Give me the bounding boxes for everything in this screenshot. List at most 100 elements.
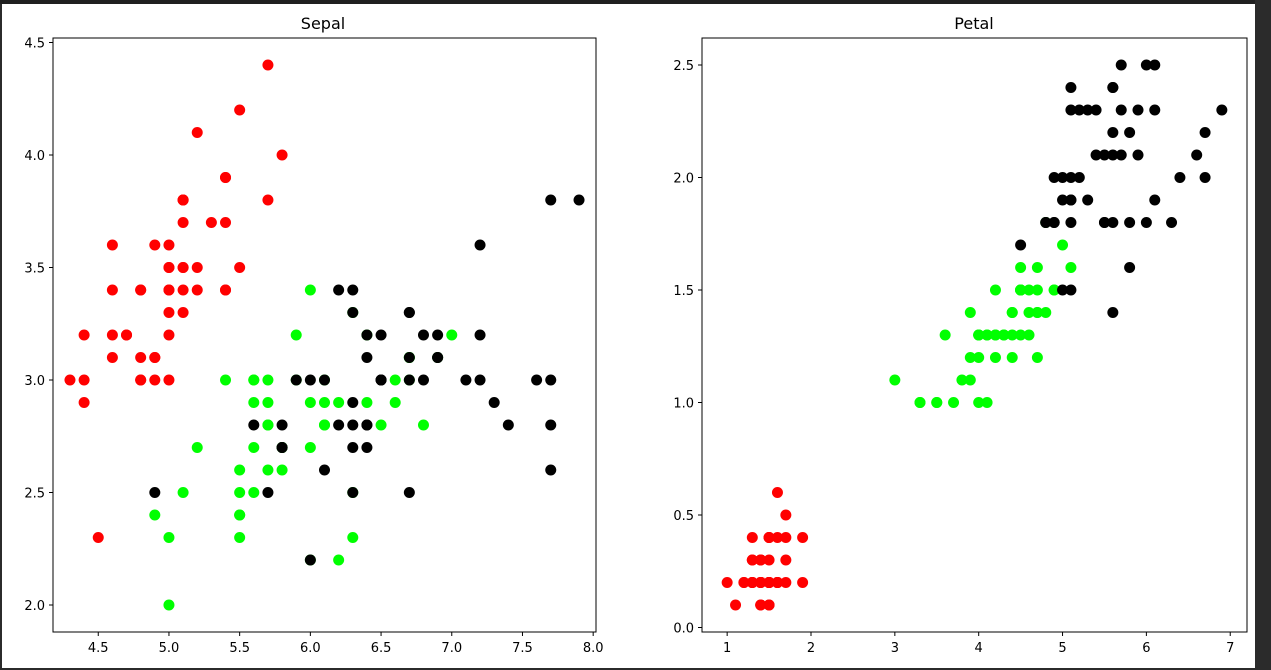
petal-data-point: [1065, 217, 1077, 228]
sepal-data-point: [304, 397, 316, 408]
petal-data-point: [1031, 307, 1043, 318]
sepal-y-tick-label: 3.0: [24, 374, 45, 389]
sepal-data-point: [177, 284, 189, 296]
petal-data-point: [1065, 104, 1077, 116]
petal-y-tick-label: 1.5: [673, 284, 694, 299]
sepal-data-point: [276, 464, 288, 476]
sepal-data-point: [304, 374, 316, 386]
sepal-data-point: [389, 374, 401, 386]
petal-data-point: [1082, 104, 1094, 116]
sepal-data-point: [121, 329, 133, 341]
sepal-data-point: [64, 374, 76, 386]
petal-data-point: [1006, 307, 1018, 318]
petal-data-point: [730, 599, 742, 611]
sepal-data-point: [234, 262, 246, 273]
petal-data-point: [1006, 352, 1018, 363]
sepal-data-point: [347, 532, 359, 543]
sepal-data-point: [248, 374, 260, 386]
petal-data-point: [780, 577, 792, 588]
petal-data-point: [1031, 262, 1043, 273]
sepal-data-point: [163, 599, 175, 611]
sepal-data-point: [177, 217, 189, 228]
sepal-data-point: [262, 194, 274, 206]
petal-data-point: [956, 374, 968, 386]
sepal-data-point: [319, 374, 330, 386]
petal-data-point: [797, 577, 809, 588]
petal-data-point: [1191, 149, 1203, 161]
sepal-data-point: [262, 397, 274, 408]
petal-data-point: [989, 284, 1001, 296]
sepal-data-point: [149, 239, 161, 251]
sepal-data-point: [304, 284, 316, 296]
sepal-x-tick-label: 8.0: [583, 641, 604, 656]
sepal-data-point: [347, 442, 359, 453]
petal-data-point: [755, 554, 767, 566]
petal-data-point: [964, 307, 976, 318]
sepal-data-point: [163, 239, 175, 251]
sepal-data-point: [333, 284, 345, 296]
petal-data-point: [1065, 284, 1077, 296]
sepal-data-point: [347, 397, 359, 408]
sepal-data-point: [361, 329, 373, 341]
sepal-data-point: [135, 374, 147, 386]
petal-data-point: [1107, 307, 1119, 318]
sepal-data-point: [163, 307, 175, 318]
sepal-data-point: [319, 464, 330, 476]
petal-data-point: [1199, 127, 1211, 138]
petal-data-point: [939, 329, 951, 341]
sepal-data-point: [488, 397, 500, 408]
petal-x-tick-label: 6: [1142, 641, 1150, 656]
petal-data-point: [964, 352, 976, 363]
petal-y-tick-label: 1.0: [673, 397, 694, 412]
sepal-data-point: [106, 239, 118, 251]
petal-data-point: [780, 554, 792, 566]
petal-data-point: [1124, 262, 1136, 273]
petal-data-point: [771, 532, 783, 543]
sepal-data-point: [234, 509, 246, 521]
sepal-data-point: [403, 307, 415, 318]
petal-data-point: [1149, 194, 1161, 206]
petal-data-point: [755, 599, 767, 611]
petal-data-point: [763, 532, 775, 543]
sepal-data-point: [290, 329, 302, 341]
petal-data-point: [1015, 239, 1027, 251]
petal-x-tick-label: 5: [1058, 641, 1066, 656]
sepal-x-tick-label: 6.0: [300, 641, 321, 656]
sepal-data-point: [248, 487, 260, 498]
sepal-data-point: [191, 127, 203, 138]
petal-data-point: [780, 532, 792, 543]
sepal-data-point: [375, 374, 387, 386]
sepal-data-point: [163, 329, 175, 341]
sepal-data-point: [177, 194, 189, 206]
petal-data-point: [989, 329, 1001, 341]
petal-data-point: [1057, 172, 1069, 183]
sepal-data-point: [361, 419, 373, 431]
sepal-data-point: [149, 374, 161, 386]
petal-data-point: [1057, 239, 1069, 251]
petal-data-point: [1023, 329, 1035, 341]
petal-data-point: [763, 599, 775, 611]
petal-x-tick-label: 1: [723, 641, 731, 656]
sepal-data-point: [135, 352, 147, 363]
sepal-data-point: [403, 352, 415, 363]
petal-data-point: [1107, 149, 1119, 161]
sepal-data-point: [304, 554, 316, 566]
sepal-x-tick-label: 6.5: [371, 641, 392, 656]
chart-title-sepal: Sepal: [301, 14, 345, 33]
sepal-data-point: [333, 419, 345, 431]
petal-data-point: [1124, 127, 1136, 138]
petal-data-point: [1107, 217, 1119, 228]
sepal-data-point: [191, 262, 203, 273]
sepal-data-point: [531, 374, 543, 386]
sepal-data-point: [191, 284, 203, 296]
sepal-data-point: [262, 464, 274, 476]
petal-data-point: [1057, 284, 1069, 296]
petal-data-point: [1006, 329, 1018, 341]
sepal-x-tick-label: 5.5: [229, 641, 250, 656]
sepal-data-point: [163, 532, 175, 543]
petal-data-point: [746, 554, 758, 566]
sepal-data-point: [347, 307, 359, 318]
petal-data-point: [981, 329, 993, 341]
right-gutter: [1255, 0, 1271, 670]
sepal-data-point: [502, 419, 514, 431]
